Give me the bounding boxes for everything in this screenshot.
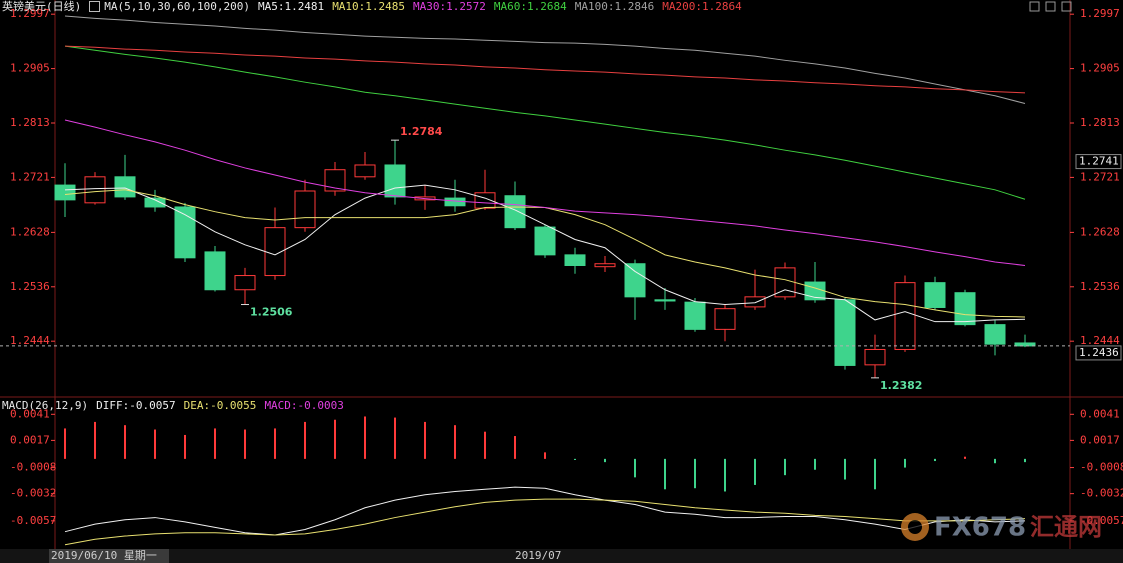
candle-body [684,301,706,330]
candle-body [864,348,886,366]
legend-entry: MA200:1.2864 [662,0,742,13]
price-marker-box [1075,345,1122,361]
ma-line [64,184,1026,323]
tool-icon[interactable] [1061,1,1072,12]
legend-entry: MA100:1.2846 [574,0,655,13]
y-tick-label: 1.2444 [10,334,50,347]
price-marker-box [1075,154,1122,170]
y-tick-label: -0.0057 [1080,514,1123,527]
candle-body [714,308,736,330]
candle-body [744,296,766,308]
candle-body [504,195,526,229]
y-tick-label: -0.0032 [1080,487,1123,500]
y-tick-label: 0.0041 [1080,407,1120,420]
candle-body [534,226,556,256]
candle-body [354,164,376,178]
macd-header: MACD(26,12,9) DIFF:-0.0057 DEA:-0.0055 MAC… [2,399,344,412]
candle-body [84,176,106,204]
y-tick-label: 0.0017 [10,433,50,446]
candle-body [204,251,226,291]
y-tick-label: 1.2444 [1080,334,1120,347]
watermark-text: 汇通网 [1030,513,1102,541]
price-header: 英镑美元(日线) MA(5,10,30,60,100,200) MA5:1.24… [2,0,742,13]
candle-body [594,263,616,268]
x-tick-label: 2019/07 [515,549,561,562]
y-tick-label: 1.2721 [1080,170,1120,183]
candle-body [1014,342,1036,347]
candle-body [294,190,316,229]
x-tick-label: 2019/06/10 星期一 [51,549,157,562]
y-tick-label: -0.0008 [1080,461,1123,474]
y-tick-label: 1.2813 [1080,116,1120,129]
candle-body [984,324,1006,345]
candle-body [894,282,916,350]
candle-body [174,206,196,259]
legend-entry: MACD:-0.0003 [264,399,344,412]
y-tick-label: -0.0057 [10,514,56,527]
y-tick-label: 1.2905 [1080,62,1120,75]
candle-body [144,197,166,208]
tool-icon[interactable] [1029,1,1040,12]
y-tick-label: 1.2721 [10,170,50,183]
watermark-text: FX678 [934,513,1026,543]
candle-body [924,282,946,308]
y-tick-label: -0.0008 [10,461,56,474]
annotation-label: 1.2382 [880,379,922,392]
candle-body [834,299,856,366]
price-marker-label: 1.2741 [1079,155,1119,168]
y-tick-label: 1.2813 [10,116,50,129]
header-icon[interactable] [89,1,101,12]
y-tick-label: 1.2536 [1080,280,1120,293]
candle-body [654,299,676,302]
tool-icon[interactable] [1045,1,1056,12]
candle-body [624,263,646,298]
candle-body [384,164,406,198]
macd-line [64,498,1026,546]
price-marker-label: 1.2436 [1079,346,1119,359]
candle-body [234,275,256,291]
y-tick-label: 1.2628 [10,225,50,238]
y-tick-label: -0.0032 [10,487,56,500]
ma-line [64,45,1026,94]
macd-line [64,486,1026,536]
candle-body [54,184,76,201]
y-tick-label: 1.2997 [1080,7,1120,20]
watermark: FX678 汇通网 [901,513,1102,543]
annotation-label: 1.2506 [250,306,293,319]
legend-entry: MA30:1.2572 [413,0,486,13]
annotation-label: 1.2784 [400,125,443,138]
candle-body [954,292,976,326]
y-tick-label: 0.0017 [1080,433,1120,446]
ma-line [64,45,1026,200]
candle-body [564,254,586,267]
legend-entry: MA60:1.2684 [493,0,567,13]
x-axis-strip [0,549,1123,563]
legend-entry: DIFF:-0.0057 [96,399,176,412]
y-tick-label: 1.2628 [1080,225,1120,238]
y-tick-label: 0.0041 [10,407,50,420]
candle-body [114,176,136,198]
legend-entry: DEA:-0.0055 [183,399,257,412]
chart-title: MACD(26,12,9) [2,399,89,412]
ma-line [64,119,1026,266]
legend-entry: MA5:1.2481 [257,0,325,13]
x-label-box [49,549,169,563]
candle-body [324,169,346,192]
watermark-logo-inner [908,520,922,534]
chart-title: 英镑美元(日线) [2,0,82,13]
y-tick-label: 1.2997 [10,7,50,20]
y-tick-label: 1.2905 [10,62,50,75]
legend-entry: MA10:1.2485 [332,0,406,13]
ma-line [64,15,1026,104]
chart-subtitle: MA(5,10,30,60,100,200) [104,0,250,13]
y-tick-label: 1.2536 [10,280,50,293]
